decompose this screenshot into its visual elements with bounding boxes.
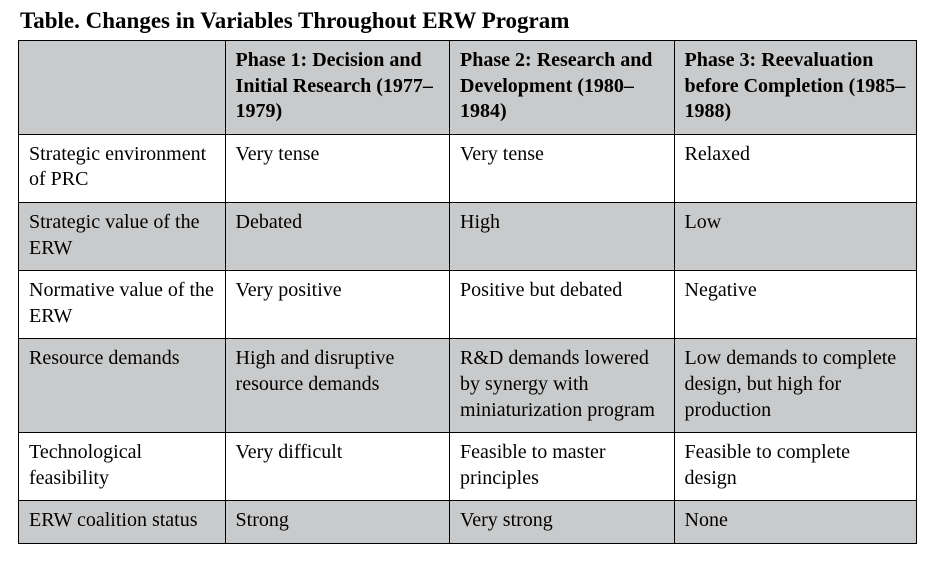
page-root: Table. Changes in Variables Throughout E… — [0, 0, 935, 567]
cell: None — [674, 501, 916, 544]
table-row: Strategic value of the ERW Debated High … — [19, 202, 917, 270]
cell: Low demands to complete design, but high… — [674, 339, 916, 433]
row-label: Technological feasibility — [19, 433, 226, 501]
cell: Feasible to complete design — [674, 433, 916, 501]
table-row: Strategic environment of PRC Very tense … — [19, 134, 917, 202]
cell: High and disruptive resource demands — [225, 339, 450, 433]
erw-table: Phase 1: Decision and Initial Research (… — [18, 40, 917, 544]
cell: Strong — [225, 501, 450, 544]
cell: Very tense — [225, 134, 450, 202]
cell: Low — [674, 202, 916, 270]
table-row: Normative value of the ERW Very positive… — [19, 271, 917, 339]
table-row: ERW coalition status Strong Very strong … — [19, 501, 917, 544]
row-label: ERW coalition status — [19, 501, 226, 544]
header-phase-1: Phase 1: Decision and Initial Research (… — [225, 41, 450, 135]
header-phase-2: Phase 2: Research and Development (1980–… — [450, 41, 675, 135]
cell: Very tense — [450, 134, 675, 202]
row-label: Strategic value of the ERW — [19, 202, 226, 270]
table-row: Resource demands High and disruptive res… — [19, 339, 917, 433]
header-phase-3: Phase 3: Reevaluation before Completion … — [674, 41, 916, 135]
cell: High — [450, 202, 675, 270]
row-label: Normative value of the ERW — [19, 271, 226, 339]
row-label: Resource demands — [19, 339, 226, 433]
cell: Relaxed — [674, 134, 916, 202]
cell: Debated — [225, 202, 450, 270]
table-row: Technological feasibility Very difficult… — [19, 433, 917, 501]
cell: Negative — [674, 271, 916, 339]
cell: Very positive — [225, 271, 450, 339]
table-title: Table. Changes in Variables Throughout E… — [20, 8, 917, 34]
cell: Very difficult — [225, 433, 450, 501]
cell: Positive but debated — [450, 271, 675, 339]
cell: Very strong — [450, 501, 675, 544]
header-row: Phase 1: Decision and Initial Research (… — [19, 41, 917, 135]
cell: R&D demands lowered by synergy with mini… — [450, 339, 675, 433]
header-blank — [19, 41, 226, 135]
row-label: Strategic environment of PRC — [19, 134, 226, 202]
cell: Feasible to master principles — [450, 433, 675, 501]
